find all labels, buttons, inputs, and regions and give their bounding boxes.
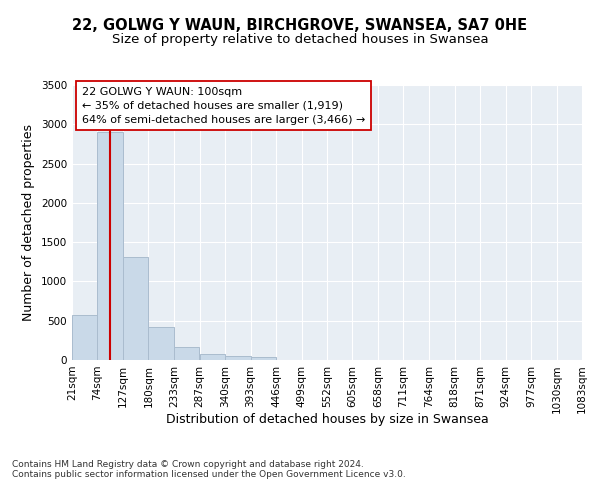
Text: Distribution of detached houses by size in Swansea: Distribution of detached houses by size … — [166, 412, 488, 426]
Bar — [148, 327, 174, 360]
Text: 22, GOLWG Y WAUN, BIRCHGROVE, SWANSEA, SA7 0HE: 22, GOLWG Y WAUN, BIRCHGROVE, SWANSEA, S… — [73, 18, 527, 32]
Bar — [174, 346, 199, 360]
Bar — [200, 354, 225, 360]
Bar — [123, 257, 148, 360]
Text: Contains HM Land Registry data © Crown copyright and database right 2024.
Contai: Contains HM Land Registry data © Crown c… — [12, 460, 406, 479]
Text: Size of property relative to detached houses in Swansea: Size of property relative to detached ho… — [112, 32, 488, 46]
Bar — [72, 315, 97, 360]
Bar — [97, 132, 123, 360]
Bar — [225, 356, 251, 360]
Y-axis label: Number of detached properties: Number of detached properties — [22, 124, 35, 321]
Bar — [251, 357, 276, 360]
Text: 22 GOLWG Y WAUN: 100sqm
← 35% of detached houses are smaller (1,919)
64% of semi: 22 GOLWG Y WAUN: 100sqm ← 35% of detache… — [82, 86, 365, 124]
